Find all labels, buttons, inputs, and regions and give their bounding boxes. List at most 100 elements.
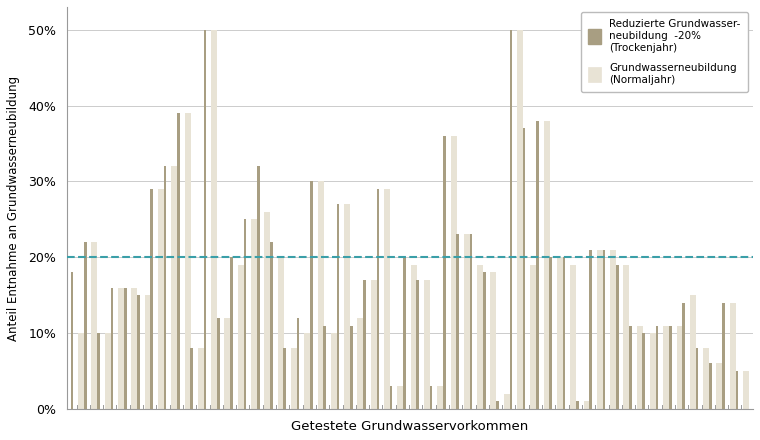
Bar: [384, 189, 390, 409]
Bar: [669, 326, 672, 409]
Bar: [717, 363, 723, 409]
Bar: [323, 326, 326, 409]
Bar: [217, 318, 220, 409]
Bar: [131, 288, 138, 409]
Bar: [238, 265, 244, 409]
Bar: [171, 166, 177, 409]
Bar: [536, 121, 539, 409]
Bar: [629, 326, 632, 409]
Bar: [623, 265, 629, 409]
Bar: [243, 219, 246, 409]
Bar: [470, 235, 472, 409]
Bar: [709, 363, 711, 409]
Bar: [78, 333, 84, 409]
Bar: [603, 249, 605, 409]
Bar: [530, 265, 537, 409]
Bar: [483, 272, 486, 409]
Bar: [124, 288, 126, 409]
Bar: [443, 136, 445, 409]
Bar: [84, 242, 87, 409]
Bar: [410, 265, 416, 409]
Bar: [682, 303, 685, 409]
Bar: [371, 280, 377, 409]
Bar: [357, 318, 363, 409]
Bar: [523, 128, 525, 409]
Bar: [517, 29, 523, 409]
Bar: [703, 348, 709, 409]
Bar: [557, 257, 563, 409]
Bar: [296, 318, 299, 409]
Bar: [137, 295, 140, 409]
Bar: [97, 333, 100, 409]
Bar: [331, 333, 337, 409]
Bar: [310, 181, 312, 409]
Bar: [429, 386, 432, 409]
Bar: [118, 288, 124, 409]
Bar: [437, 386, 443, 409]
Bar: [576, 401, 578, 409]
Bar: [464, 235, 470, 409]
Bar: [416, 280, 419, 409]
Bar: [743, 371, 749, 409]
Bar: [570, 265, 576, 409]
Bar: [211, 29, 217, 409]
Bar: [730, 303, 736, 409]
Bar: [224, 318, 230, 409]
Bar: [318, 181, 324, 409]
Bar: [91, 242, 97, 409]
Bar: [397, 386, 404, 409]
Bar: [304, 333, 310, 409]
Bar: [177, 113, 179, 409]
Bar: [509, 29, 512, 409]
Bar: [424, 280, 430, 409]
Bar: [277, 257, 283, 409]
Bar: [456, 235, 459, 409]
Bar: [158, 189, 164, 409]
Bar: [363, 280, 366, 409]
Bar: [589, 249, 592, 409]
Bar: [376, 189, 379, 409]
Bar: [270, 242, 273, 409]
Bar: [291, 348, 297, 409]
Bar: [496, 401, 499, 409]
Bar: [642, 333, 645, 409]
Bar: [477, 265, 483, 409]
Bar: [656, 326, 658, 409]
Bar: [163, 166, 166, 409]
Legend: Reduzierte Grundwasser-
neubildung  -20%
(Trockenjahr), Grundwasserneubildung
(N: Reduzierte Grundwasser- neubildung -20% …: [581, 12, 748, 92]
Bar: [390, 386, 392, 409]
Bar: [204, 29, 206, 409]
Bar: [344, 204, 350, 409]
Bar: [676, 326, 682, 409]
Bar: [451, 136, 457, 409]
Bar: [690, 295, 696, 409]
Bar: [71, 272, 74, 409]
Bar: [562, 257, 565, 409]
Bar: [616, 265, 619, 409]
Bar: [490, 272, 496, 409]
Bar: [283, 348, 286, 409]
Bar: [549, 257, 552, 409]
X-axis label: Getestete Grundwasservorkommen: Getestete Grundwasservorkommen: [291, 420, 528, 433]
Bar: [185, 113, 191, 409]
Bar: [543, 121, 549, 409]
Bar: [736, 371, 738, 409]
Bar: [403, 257, 406, 409]
Bar: [337, 204, 339, 409]
Bar: [584, 401, 590, 409]
Bar: [110, 288, 113, 409]
Bar: [198, 348, 204, 409]
Bar: [610, 249, 616, 409]
Bar: [257, 166, 259, 409]
Bar: [105, 333, 111, 409]
Bar: [637, 326, 643, 409]
Bar: [150, 189, 153, 409]
Bar: [350, 326, 353, 409]
Bar: [722, 303, 725, 409]
Y-axis label: Anteil Entnahme an Grundwasserneubildung: Anteil Entnahme an Grundwasserneubildung: [7, 75, 20, 341]
Bar: [663, 326, 670, 409]
Bar: [230, 257, 233, 409]
Bar: [504, 394, 510, 409]
Bar: [597, 249, 603, 409]
Bar: [251, 219, 257, 409]
